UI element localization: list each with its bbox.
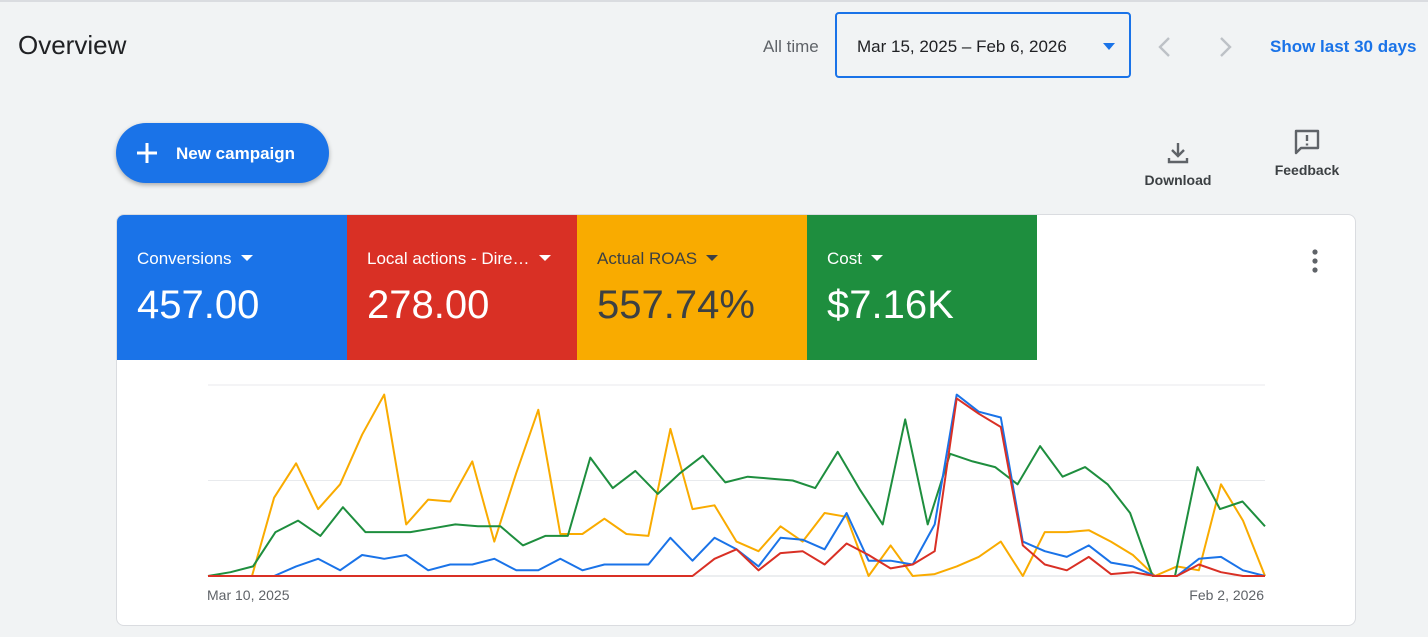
series-line-1 [207, 418, 1266, 577]
date-range-dropdown[interactable]: Mar 15, 2025 – Feb 6, 2026 [835, 12, 1131, 78]
x-axis-start-label: Mar 10, 2025 [207, 587, 290, 603]
metric-tile-conversions[interactable]: Conversions 457.00 [117, 215, 347, 360]
metric-tile-actual-roas[interactable]: Actual ROAS 557.74% [577, 215, 807, 360]
more-vert-icon [1312, 249, 1318, 273]
x-axis-end-label: Feb 2, 2026 [1189, 587, 1264, 603]
dropdown-caret-icon [706, 255, 719, 261]
series-line-0 [208, 393, 1266, 577]
metric-label-cost: Cost [827, 249, 883, 269]
new-campaign-label: New campaign [176, 144, 296, 163]
new-campaign-button[interactable]: New campaign [116, 123, 329, 183]
dropdown-caret-icon [870, 255, 883, 261]
chart-series [207, 393, 1266, 577]
feedback-label: Feedback [1274, 162, 1340, 178]
dropdown-caret-icon [1103, 43, 1115, 50]
chevron-right-icon [1220, 37, 1232, 57]
top-divider [0, 0, 1428, 2]
date-range-value: Mar 15, 2025 – Feb 6, 2026 [857, 37, 1067, 56]
next-period-button[interactable] [1210, 30, 1240, 64]
chevron-left-icon [1158, 37, 1170, 57]
dropdown-caret-icon [538, 255, 551, 261]
show-last-30-days-link[interactable]: Show last 30 days [1270, 37, 1417, 56]
download-icon [1167, 143, 1189, 164]
feedback-button[interactable]: Feedback [1262, 128, 1352, 178]
series-line-3 [208, 397, 1265, 577]
metric-label-local-actions: Local actions - Dire… [367, 249, 551, 269]
metric-value-local-actions: 278.00 [367, 283, 490, 327]
previous-period-button[interactable] [1150, 30, 1180, 64]
page-title: Overview [18, 30, 127, 60]
metric-value-cost: $7.16K [827, 283, 954, 327]
download-label: Download [1144, 172, 1212, 188]
download-button[interactable]: Download [1138, 140, 1218, 188]
performance-line-chart: Mar 10, 2025 Feb 2, 2026 [207, 384, 1266, 603]
overview-chart-card: Conversions 457.00 Local actions - Dire…… [116, 214, 1356, 626]
metric-value-actual-roas: 557.74% [597, 283, 755, 327]
metric-label-conversions: Conversions [137, 249, 253, 269]
metric-tile-local-actions[interactable]: Local actions - Dire… 278.00 [347, 215, 577, 360]
metric-label-actual-roas: Actual ROAS [597, 249, 719, 269]
feedback-icon [1294, 129, 1320, 155]
metric-tile-cost[interactable]: Cost $7.16K [807, 215, 1037, 360]
metric-value-conversions: 457.00 [137, 283, 260, 327]
date-range-label: All time [763, 37, 819, 56]
dropdown-caret-icon [240, 255, 253, 261]
plus-icon [137, 143, 157, 163]
more-options-button[interactable] [1303, 245, 1327, 277]
